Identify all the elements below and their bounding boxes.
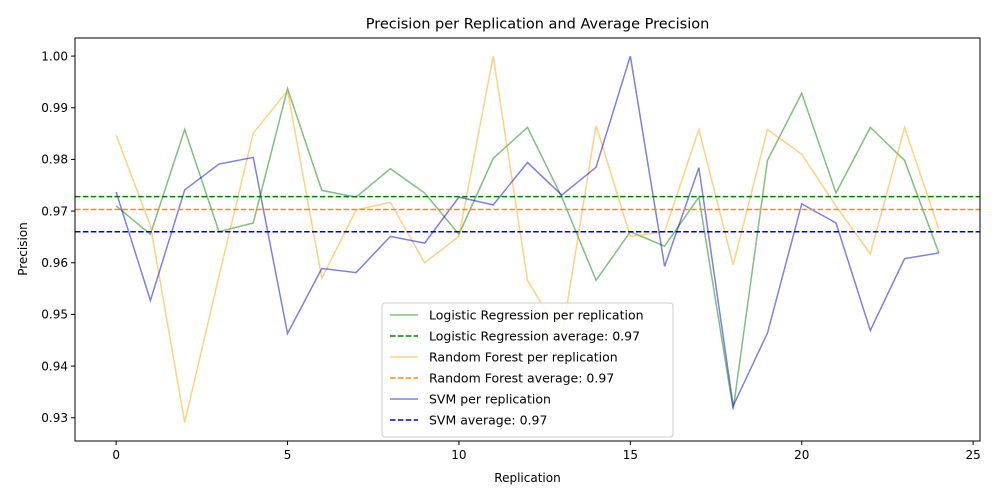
x-tick-label-5: 25	[966, 448, 981, 462]
chart-title: Precision per Replication and Average Pr…	[366, 17, 710, 33]
y-tick-label-5: 0.98	[41, 153, 68, 167]
x-axis-label: Replication	[494, 471, 560, 485]
legend-entry-average-0-label: Logistic Regression average: 0.97	[429, 329, 640, 344]
legend-entry-series-2-label: SVM per replication	[429, 392, 551, 407]
x-tick-label-4: 20	[794, 448, 809, 462]
legend-entry-average-2-label: SVM average: 0.97	[429, 413, 547, 428]
legend-entry-average-1-label: Random Forest average: 0.97	[429, 371, 614, 386]
x-tick-label-0: 0	[112, 448, 120, 462]
series-line-2	[115, 55, 939, 409]
x-tick-label-2: 10	[451, 448, 466, 462]
y-axis-label: Precision	[16, 222, 30, 276]
y-tick-label-4: 0.97	[41, 204, 68, 218]
y-tick-label-7: 1.00	[41, 49, 68, 63]
plot-area: 0 5 10 15 20 25 0.93 0.94 0.95 0.96 0.97 0.98 0.99 1.…	[41, 37, 981, 462]
y-tick-label-3: 0.96	[41, 256, 68, 270]
legend-box	[381, 302, 674, 438]
legend-entry-series-0-label: Logistic Regression per replication	[429, 308, 644, 323]
x-tick-label-3: 15	[623, 448, 638, 462]
legend-entry-series-1-label: Random Forest per replication	[429, 350, 618, 365]
x-tick-label-1: 5	[284, 448, 292, 462]
series-line-1	[115, 55, 940, 423]
y-tick-label-6: 0.99	[41, 101, 68, 115]
y-tick-label-0: 0.93	[41, 411, 68, 425]
y-tick-label-2: 0.95	[41, 308, 68, 322]
series-line-0	[115, 85, 940, 410]
axes-frame	[74, 37, 981, 442]
y-tick-label-1: 0.94	[41, 359, 68, 373]
legend: Logistic Regression per replication Logis…	[381, 302, 674, 438]
